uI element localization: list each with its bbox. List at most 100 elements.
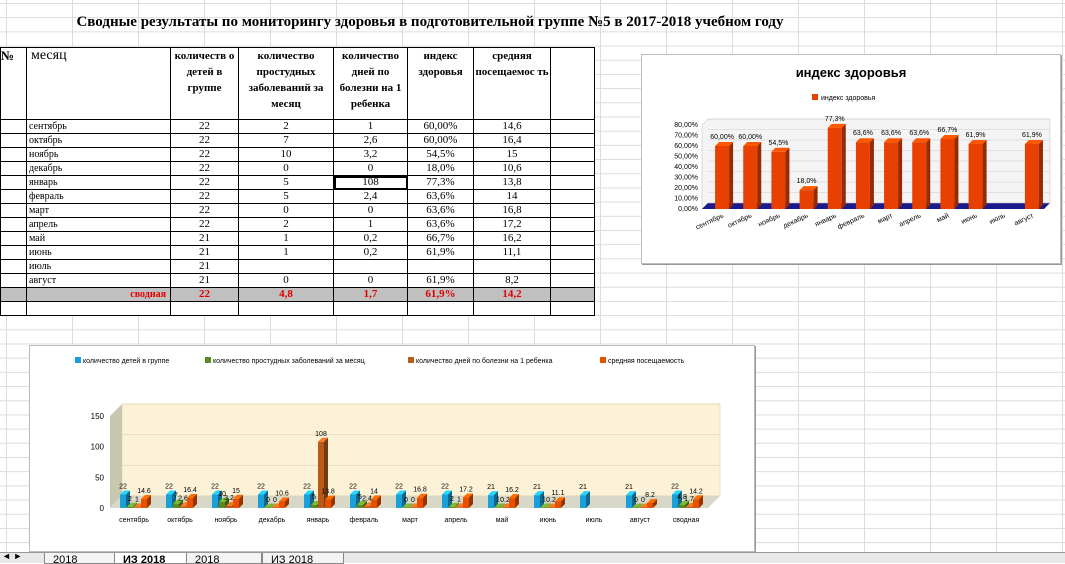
table-cell[interactable]: 22 bbox=[170, 287, 239, 302]
header-health-index[interactable]: индекс здоровья bbox=[407, 47, 474, 120]
table-row[interactable]: сентябрь 22 2 1 60,00% 14,6 bbox=[0, 119, 595, 134]
table-cell[interactable] bbox=[0, 189, 27, 204]
table-cell[interactable] bbox=[407, 259, 474, 274]
table-cell[interactable]: 11,1 bbox=[473, 245, 551, 260]
table-cell[interactable]: 2,4 bbox=[333, 189, 408, 204]
table-cell[interactable] bbox=[550, 273, 595, 288]
table-row[interactable]: август 21 0 0 61,9% 8,2 bbox=[0, 273, 595, 288]
table-cell[interactable]: 1,7 bbox=[333, 287, 408, 302]
table-cell[interactable] bbox=[407, 301, 474, 316]
table-cell[interactable] bbox=[0, 147, 27, 162]
table-cell[interactable]: 0 bbox=[238, 203, 334, 218]
table-cell[interactable]: 22 bbox=[170, 203, 239, 218]
table-cell[interactable]: 61,9% bbox=[407, 287, 474, 302]
table-cell[interactable]: 10,6 bbox=[473, 161, 551, 176]
table-cell[interactable]: 60,00% bbox=[407, 119, 474, 134]
table-row[interactable]: февраль 22 5 2,4 63,6% 14 bbox=[0, 189, 595, 204]
header-month[interactable]: месяц bbox=[26, 47, 171, 120]
table-cell[interactable]: 1 bbox=[333, 217, 408, 232]
table-cell[interactable]: июль bbox=[26, 259, 171, 274]
table-cell[interactable] bbox=[333, 259, 408, 274]
table-cell[interactable]: 5 bbox=[238, 189, 334, 204]
table-cell[interactable]: 63,6% bbox=[407, 203, 474, 218]
table-cell[interactable]: 63,6% bbox=[407, 189, 474, 204]
table-row[interactable]: июль 21 bbox=[0, 259, 595, 274]
table-cell[interactable]: 22 bbox=[170, 175, 239, 190]
table-cell[interactable] bbox=[473, 259, 551, 274]
table-cell[interactable]: 13,8 bbox=[473, 175, 551, 190]
table-cell[interactable]: 2,6 bbox=[333, 133, 408, 148]
table-cell[interactable] bbox=[550, 287, 595, 302]
table-cell[interactable]: 66,7% bbox=[407, 231, 474, 246]
table-cell[interactable] bbox=[550, 231, 595, 246]
table-cell[interactable] bbox=[0, 217, 27, 232]
table-cell[interactable]: 0 bbox=[333, 273, 408, 288]
table-cell[interactable] bbox=[0, 119, 27, 134]
table-cell[interactable]: 17,2 bbox=[473, 217, 551, 232]
table-cell[interactable]: 61,9% bbox=[407, 245, 474, 260]
table-cell[interactable] bbox=[0, 301, 27, 316]
table-cell[interactable]: 8,2 bbox=[473, 273, 551, 288]
table-cell[interactable]: 77,3% bbox=[407, 175, 474, 190]
table-cell[interactable] bbox=[170, 301, 239, 316]
table-cell[interactable] bbox=[0, 175, 27, 190]
header-sick-days[interactable]: количество дней по болезни на 1 ребенка bbox=[333, 47, 408, 120]
table-cell[interactable]: 16,4 bbox=[473, 133, 551, 148]
table-cell[interactable] bbox=[550, 119, 595, 134]
table-cell[interactable]: 63,6% bbox=[407, 217, 474, 232]
table-cell[interactable]: 14,6 bbox=[473, 119, 551, 134]
table-row[interactable]: март 22 0 0 63,6% 16,8 bbox=[0, 203, 595, 218]
table-cell[interactable]: январь bbox=[26, 175, 171, 190]
table-cell[interactable]: 16,8 bbox=[473, 203, 551, 218]
tab-scroll-first-icon[interactable]: ◄ ► bbox=[2, 551, 23, 561]
table-cell[interactable]: сводная bbox=[26, 287, 171, 302]
table-cell[interactable]: 0,2 bbox=[333, 245, 408, 260]
table-cell[interactable]: июнь bbox=[26, 245, 171, 260]
table-cell[interactable] bbox=[0, 245, 27, 260]
table-row[interactable]: декабрь 22 0 0 18,0% 10,6 bbox=[0, 161, 595, 176]
table-cell[interactable] bbox=[550, 189, 595, 204]
table-cell[interactable] bbox=[550, 161, 595, 176]
table-cell[interactable]: 18,0% bbox=[407, 161, 474, 176]
table-row[interactable]: октябрь 22 7 2,6 60,00% 16,4 bbox=[0, 133, 595, 148]
table-cell[interactable]: 16,2 bbox=[473, 231, 551, 246]
table-cell[interactable]: декабрь bbox=[26, 161, 171, 176]
table-cell[interactable]: ноябрь bbox=[26, 147, 171, 162]
header-empty[interactable] bbox=[550, 47, 595, 120]
table-cell[interactable] bbox=[0, 287, 27, 302]
table-cell[interactable]: 7 bbox=[238, 133, 334, 148]
header-number[interactable]: № bbox=[0, 47, 27, 120]
table-cell[interactable] bbox=[26, 301, 171, 316]
table-cell[interactable]: 21 bbox=[170, 273, 239, 288]
table-cell[interactable]: 108 bbox=[333, 175, 408, 190]
table-cell[interactable]: 2 bbox=[238, 217, 334, 232]
table-row[interactable]: январь 22 5 108 77,3% 13,8 bbox=[0, 175, 595, 190]
table-cell[interactable]: 0 bbox=[333, 203, 408, 218]
table-cell[interactable]: 5 bbox=[238, 175, 334, 190]
table-cell[interactable]: май bbox=[26, 231, 171, 246]
table-cell[interactable] bbox=[550, 245, 595, 260]
table-cell[interactable]: 21 bbox=[170, 231, 239, 246]
table-cell[interactable]: 0 bbox=[238, 161, 334, 176]
table-cell[interactable]: 54,5% bbox=[407, 147, 474, 162]
table-cell[interactable] bbox=[238, 259, 334, 274]
table-row[interactable]: май 21 1 0,2 66,7% 16,2 bbox=[0, 231, 595, 246]
table-cell[interactable] bbox=[550, 175, 595, 190]
table-cell[interactable] bbox=[550, 147, 595, 162]
table-cell[interactable]: 0 bbox=[238, 273, 334, 288]
table-cell[interactable]: февраль bbox=[26, 189, 171, 204]
table-cell[interactable]: 22 bbox=[170, 133, 239, 148]
table-row[interactable]: ноябрь 22 10 3,2 54,5% 15 bbox=[0, 147, 595, 162]
table-cell[interactable]: 14,2 bbox=[473, 287, 551, 302]
table-cell[interactable] bbox=[550, 133, 595, 148]
table-cell[interactable]: 21 bbox=[170, 245, 239, 260]
table-cell[interactable] bbox=[333, 301, 408, 316]
table-cell[interactable] bbox=[550, 217, 595, 232]
table-cell[interactable]: 22 bbox=[170, 189, 239, 204]
health-index-chart[interactable]: индекс здоровья индекс здоровья 0,00% 10,00… bbox=[641, 54, 1061, 264]
table-cell[interactable]: 60,00% bbox=[407, 133, 474, 148]
table-cell[interactable]: март bbox=[26, 203, 171, 218]
table-cell[interactable] bbox=[0, 273, 27, 288]
table-cell[interactable] bbox=[550, 259, 595, 274]
table-cell[interactable]: 0,2 bbox=[333, 231, 408, 246]
